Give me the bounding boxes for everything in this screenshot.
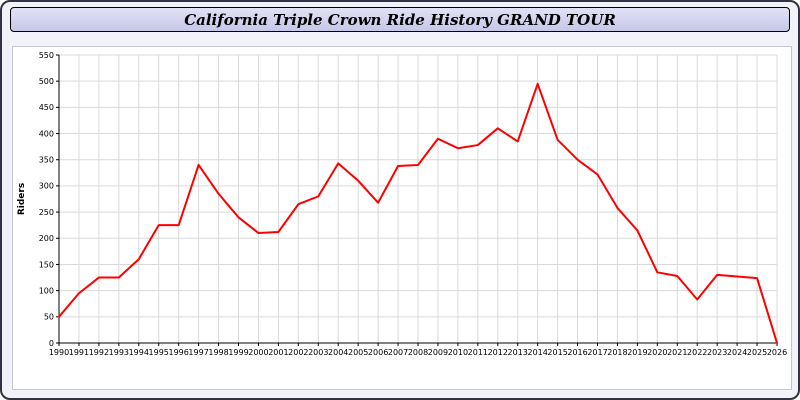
svg-text:2012: 2012 [488, 348, 508, 357]
svg-text:2011: 2011 [468, 348, 488, 357]
svg-text:50: 50 [44, 313, 54, 322]
chart-container: 0 50 100 150 200 250 300 350 400 450 500 550 1990 199… [12, 46, 792, 390]
svg-text:2013: 2013 [508, 348, 528, 357]
svg-text:250: 250 [39, 208, 54, 217]
svg-text:2003: 2003 [308, 348, 328, 357]
y-axis-label: Riders [17, 183, 27, 215]
svg-text:2023: 2023 [707, 348, 727, 357]
svg-text:2008: 2008 [408, 348, 428, 357]
svg-text:450: 450 [39, 103, 54, 112]
svg-text:150: 150 [39, 260, 54, 269]
svg-text:350: 350 [39, 156, 54, 165]
svg-text:1993: 1993 [109, 348, 129, 357]
svg-text:2001: 2001 [268, 348, 288, 357]
page-title: California Triple Crown Ride History GRA… [184, 10, 616, 29]
svg-text:1991: 1991 [69, 348, 89, 357]
svg-text:2017: 2017 [587, 348, 607, 357]
svg-text:1996: 1996 [168, 348, 188, 357]
svg-text:2004: 2004 [328, 348, 348, 357]
svg-text:0: 0 [49, 339, 54, 348]
svg-text:2014: 2014 [527, 348, 547, 357]
svg-text:1999: 1999 [228, 348, 248, 357]
svg-text:2010: 2010 [448, 348, 468, 357]
svg-text:500: 500 [39, 77, 54, 86]
header-bar: California Triple Crown Ride History GRA… [10, 7, 790, 32]
svg-text:2025: 2025 [747, 348, 767, 357]
svg-text:400: 400 [39, 129, 54, 138]
svg-text:2002: 2002 [288, 348, 308, 357]
svg-text:2024: 2024 [727, 348, 747, 357]
svg-text:2016: 2016 [567, 348, 587, 357]
svg-text:200: 200 [39, 234, 54, 243]
svg-text:1992: 1992 [89, 348, 109, 357]
svg-text:2015: 2015 [547, 348, 567, 357]
svg-text:550: 550 [39, 51, 54, 60]
svg-text:100: 100 [39, 286, 54, 295]
svg-text:2000: 2000 [248, 348, 268, 357]
svg-text:1995: 1995 [149, 348, 169, 357]
svg-text:2006: 2006 [368, 348, 388, 357]
svg-text:300: 300 [39, 182, 54, 191]
svg-text:2026: 2026 [767, 348, 787, 357]
svg-text:2018: 2018 [607, 348, 627, 357]
svg-text:1997: 1997 [188, 348, 208, 357]
svg-text:2020: 2020 [647, 348, 667, 357]
svg-text:1998: 1998 [208, 348, 228, 357]
svg-text:2022: 2022 [687, 348, 707, 357]
svg-text:2021: 2021 [667, 348, 687, 357]
svg-text:2007: 2007 [388, 348, 408, 357]
svg-text:1994: 1994 [129, 348, 149, 357]
svg-text:1990: 1990 [49, 348, 69, 357]
svg-text:2019: 2019 [627, 348, 647, 357]
svg-text:2009: 2009 [428, 348, 448, 357]
svg-text:2005: 2005 [348, 348, 368, 357]
